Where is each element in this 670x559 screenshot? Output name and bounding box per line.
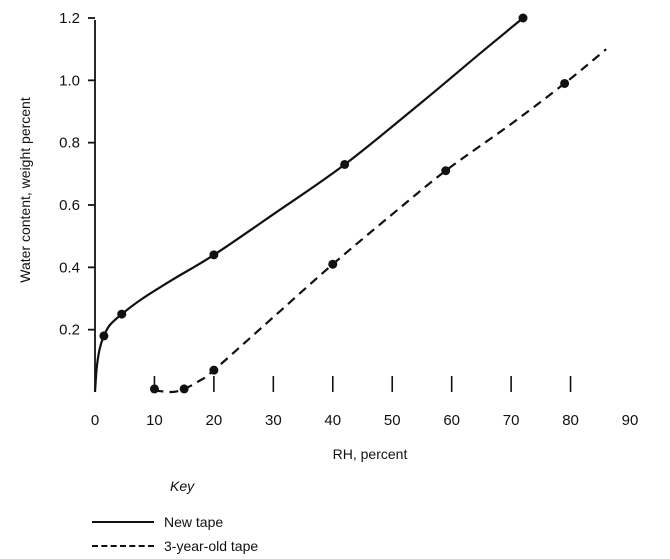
legend: Key New tape 3-year-old tape — [92, 478, 352, 558]
legend-item-new-tape: New tape — [92, 512, 223, 532]
x-tick-label-7: 70 — [503, 412, 520, 429]
legend-label-new-tape: New tape — [164, 514, 224, 530]
legend-swatch-dashed — [92, 545, 154, 547]
y-axis-title: Water content, weight percent — [17, 97, 33, 283]
y-tick-label-1: 0.4 — [59, 259, 80, 276]
series-1-point-3 — [328, 259, 338, 269]
y-tick-label-4: 1.0 — [59, 72, 80, 89]
x-tick-label-6: 60 — [443, 412, 460, 429]
series-0-point-3 — [340, 159, 350, 169]
series-1-point-1 — [179, 384, 189, 394]
x-tick-label-5: 50 — [384, 412, 401, 429]
y-tick-label-0: 0.2 — [59, 322, 80, 339]
x-tick-label-3: 30 — [265, 412, 282, 429]
series-0-point-0 — [99, 331, 109, 341]
y-tick-label-2: 0.6 — [59, 197, 80, 214]
chart: 0.2 0.4 0.6 0.8 1.0 1.2 0 10 20 30 40 50 60 70 80 90 RH… — [17, 10, 639, 462]
x-tick-label-9: 90 — [622, 412, 639, 429]
legend-item-3-year-old-tape: 3-year-old tape — [92, 536, 258, 556]
legend-title: Key — [170, 478, 195, 494]
legend-label-3-year-old-tape: 3-year-old tape — [164, 538, 259, 554]
legend-swatch-solid — [92, 521, 154, 523]
series-1-point-4 — [441, 166, 451, 176]
series-1-point-2 — [209, 365, 219, 375]
x-tick-label-2: 20 — [206, 412, 223, 429]
series-0-point-2 — [209, 250, 219, 260]
x-tick-label-0: 0 — [91, 412, 99, 429]
series-0-point-1 — [117, 309, 127, 319]
x-tick-label-4: 40 — [324, 412, 341, 429]
x-axis-title: RH, percent — [333, 446, 408, 462]
x-tick-label-8: 80 — [562, 412, 579, 429]
series-1-point-5 — [560, 78, 570, 88]
y-tick-label-5: 1.2 — [59, 10, 80, 27]
series-1-point-0 — [149, 384, 159, 394]
series-line-0 — [93, 17, 524, 393]
series-line-1 — [154, 48, 607, 394]
series-0-point-4 — [518, 13, 528, 23]
y-tick-label-3: 0.8 — [59, 135, 80, 152]
x-tick-label-1: 10 — [146, 412, 163, 429]
